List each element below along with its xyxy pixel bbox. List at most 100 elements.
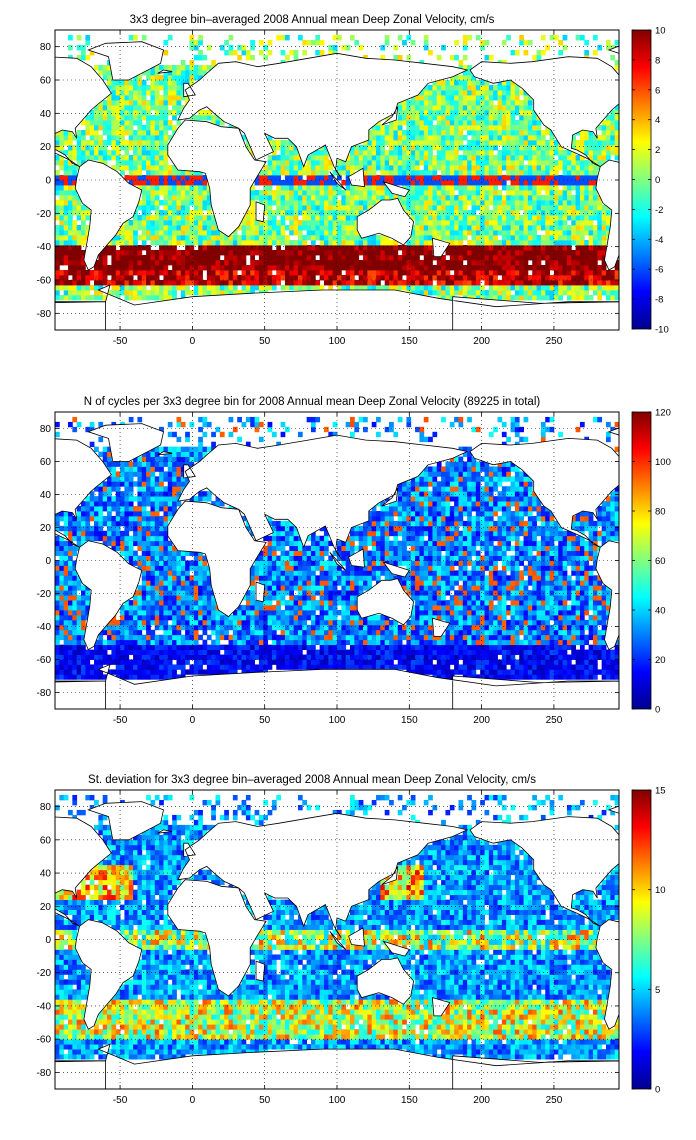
heatmap-cell [380, 180, 386, 186]
heatmap-cell [120, 245, 125, 251]
heatmap-cell [441, 185, 446, 191]
heatmap-cell [549, 240, 555, 246]
heatmap-cell [415, 145, 420, 151]
heatmap-cell [614, 669, 620, 675]
heatmap-cell [297, 210, 303, 216]
heatmap-cell [449, 225, 455, 231]
heatmap-cell [85, 115, 91, 121]
heatmap-cell [376, 190, 381, 196]
heatmap-cell [584, 230, 590, 236]
heatmap-cell [436, 235, 442, 241]
heatmap-cell [480, 45, 485, 51]
heatmap-cell [445, 649, 451, 655]
heatmap-cell [81, 255, 86, 261]
heatmap-cell [493, 185, 498, 191]
heatmap-cell [241, 270, 247, 276]
heatmap-cell [601, 250, 607, 256]
heatmap-cell [458, 245, 464, 251]
heatmap-cell [558, 265, 563, 271]
heatmap-cell [363, 165, 368, 171]
heatmap-cell [402, 135, 407, 141]
heatmap-cell [562, 165, 568, 171]
heatmap-cell [137, 85, 143, 91]
heatmap-cell [55, 190, 60, 196]
heatmap-cell [111, 145, 117, 151]
heatmap-cell [345, 250, 351, 256]
heatmap-cell [55, 275, 60, 281]
heatmap-cell [428, 260, 433, 266]
heatmap-cell [415, 155, 420, 161]
heatmap-cell [488, 90, 494, 96]
heatmap-cell [280, 275, 286, 281]
heatmap-cell [150, 225, 156, 231]
heatmap-cell [497, 195, 503, 201]
heatmap-cell [501, 245, 507, 251]
heatmap-cell [441, 135, 446, 141]
heatmap-cell [176, 270, 182, 276]
heatmap-cell [588, 654, 594, 660]
heatmap-cell [107, 95, 112, 101]
heatmap-cell [107, 150, 112, 156]
heatmap-cell [289, 150, 295, 156]
heatmap-cell [445, 205, 451, 211]
heatmap-cell [297, 195, 303, 201]
heatmap-cell [345, 225, 351, 231]
heatmap-cell [310, 240, 316, 246]
heatmap-cell [584, 50, 590, 56]
heatmap-cell [63, 130, 69, 136]
heatmap-cell [94, 260, 99, 266]
y-tick-label: -60 [37, 276, 52, 287]
heatmap-cell [558, 150, 563, 156]
heatmap-cell [519, 170, 524, 176]
heatmap-cell [432, 135, 438, 141]
heatmap-cell [428, 205, 433, 211]
heatmap-cell [315, 205, 321, 211]
heatmap-cell [436, 130, 442, 136]
heatmap-cell [536, 175, 542, 181]
heatmap-cell [133, 255, 138, 261]
heatmap-cell [193, 240, 199, 246]
heatmap-cell [497, 205, 503, 211]
heatmap-cell [480, 95, 485, 101]
heatmap-cell [506, 35, 511, 41]
heatmap-cell [462, 265, 468, 271]
heatmap-cell [284, 150, 290, 156]
heatmap-cell [55, 230, 60, 236]
heatmap-cell [384, 245, 390, 251]
heatmap-cell [141, 100, 147, 106]
heatmap-cell [332, 644, 338, 650]
heatmap-cell [76, 674, 82, 680]
heatmap-cell [297, 654, 303, 660]
heatmap-cell [480, 674, 485, 680]
heatmap-cell [241, 230, 247, 236]
heatmap-cell [493, 669, 498, 675]
heatmap-cell [167, 100, 173, 106]
heatmap-cell [432, 664, 438, 670]
heatmap-cell [475, 185, 481, 191]
heatmap-cell [94, 280, 99, 286]
heatmap-cell [454, 105, 459, 111]
heatmap-cell [172, 105, 177, 111]
heatmap-cell [592, 255, 598, 261]
heatmap-cell [167, 654, 173, 660]
heatmap-cell [497, 80, 503, 86]
heatmap-cell [371, 235, 377, 241]
heatmap-cell [241, 260, 247, 266]
heatmap-cell [592, 195, 598, 201]
heatmap-cell [579, 664, 585, 670]
heatmap-cell [163, 80, 169, 86]
heatmap-cell [371, 135, 377, 141]
heatmap-cell [423, 220, 429, 226]
heatmap-cell [102, 115, 108, 121]
heatmap-cell [575, 245, 581, 251]
heatmap-cell [120, 270, 125, 276]
heatmap-cell [176, 105, 182, 111]
heatmap-cell [176, 265, 182, 271]
heatmap-cell [72, 150, 78, 156]
heatmap-cell [601, 280, 607, 286]
heatmap-cell [202, 649, 208, 655]
heatmap-cell [206, 280, 212, 286]
heatmap-cell [449, 155, 455, 161]
heatmap-cell [341, 240, 347, 246]
heatmap-cell [445, 250, 451, 256]
